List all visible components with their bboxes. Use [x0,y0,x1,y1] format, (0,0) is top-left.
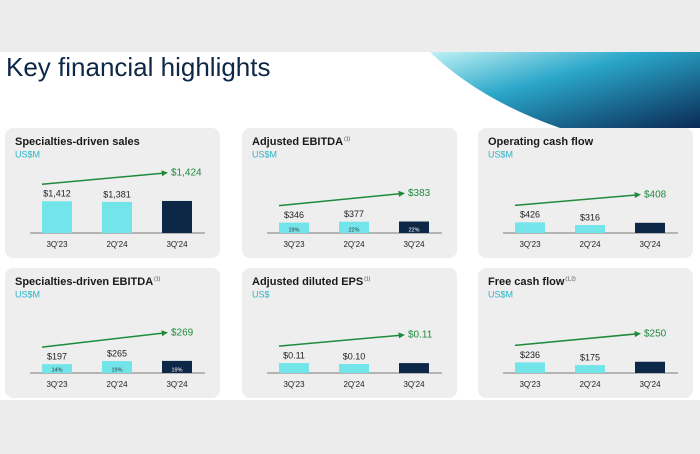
bar [635,222,665,233]
panel-title: Operating cash flow [488,136,594,148]
category-label: 2Q'24 [579,380,601,389]
value-label: $250 [644,328,667,339]
bar-label: 14% [51,367,62,373]
value-label: $269 [171,328,194,339]
value-label: $197 [47,352,67,362]
panel-subtitle: US$ [252,289,270,299]
panel-subtitle: US$M [488,149,513,159]
category-label: 2Q'24 [106,380,128,389]
arrow-head [161,330,168,337]
arrow-head [634,192,641,199]
bar [102,201,132,233]
title-note: (1) [154,276,160,282]
bar [102,361,132,373]
value-label: $265 [107,348,127,358]
panel-title: Free cash flow [488,276,565,288]
category-label: 2Q'24 [343,380,365,389]
panel-title: Adjusted diluted EPS [252,276,363,288]
category-label: 3Q'23 [46,380,68,389]
value-label: $426 [520,210,540,220]
value-label: $0.11 [283,350,305,360]
category-label: 3Q'24 [403,240,425,249]
category-label: 3Q'24 [166,380,188,389]
category-label: 3Q'24 [639,240,661,249]
bar-label: 19% [288,227,299,233]
bar [635,361,665,373]
bar [515,222,545,233]
category-label: 2Q'24 [106,240,128,249]
title-note: (1) [344,136,350,142]
title-note: (1) [364,276,370,282]
category-label: 3Q'24 [166,240,188,249]
category-label: 3Q'23 [283,380,305,389]
category-label: 3Q'24 [403,380,425,389]
bar-label: 22% [408,227,419,233]
panel-subtitle: US$M [252,149,277,159]
bar-label: 19% [171,367,182,373]
panel-title: Specialties-driven sales [15,136,140,148]
bar [279,363,309,373]
category-label: 3Q'23 [519,240,541,249]
panel-subtitle: US$M [15,149,40,159]
value-label: $408 [644,189,667,200]
arrow-head [398,332,405,339]
bar [515,362,545,373]
value-label: $1,412 [43,189,71,199]
bar [162,360,192,373]
value-label: $175 [580,353,600,363]
category-label: 3Q'23 [46,240,68,249]
trend-arrow [514,333,639,347]
bar [279,222,309,233]
value-label: $236 [520,350,540,360]
panel-subtitle: US$M [15,289,40,299]
arrow-head [634,331,641,338]
bar-label: 22% [348,227,359,233]
bar-label: 19% [111,367,122,373]
page-title: Key financial highlights [6,52,271,82]
trend-arrow [278,192,403,207]
panel-subtitle: US$M [488,289,513,299]
bar [339,221,369,233]
bar [162,200,192,233]
bar [399,363,429,373]
bar [575,365,605,373]
trend-arrow [278,334,403,347]
arrow-head [161,170,168,177]
panel-title: Specialties-driven EBITDA [15,276,153,288]
decorative-image [430,52,700,128]
value-label: $383 [408,188,431,199]
category-label: 2Q'24 [579,240,601,249]
bar [339,364,369,373]
value-label: $346 [284,210,304,220]
arrow-head [398,190,405,197]
category-label: 2Q'24 [343,240,365,249]
value-label: $1,381 [103,189,131,199]
value-label: $377 [344,209,364,219]
trend-arrow [514,194,639,207]
bar [42,364,72,373]
trend-arrow [41,332,166,348]
value-label: $0.11 [408,330,433,341]
value-label: $0.10 [343,351,366,361]
panel-title: Adjusted EBITDA [252,136,343,148]
bar [42,201,72,233]
title-note: (1,2) [565,276,576,282]
category-label: 3Q'23 [283,240,305,249]
bar [575,225,605,233]
category-label: 3Q'24 [639,380,661,389]
category-label: 3Q'23 [519,380,541,389]
bar [399,221,429,233]
trend-arrow [41,172,166,185]
value-label: $316 [580,212,600,222]
value-label: $1,424 [171,168,202,179]
